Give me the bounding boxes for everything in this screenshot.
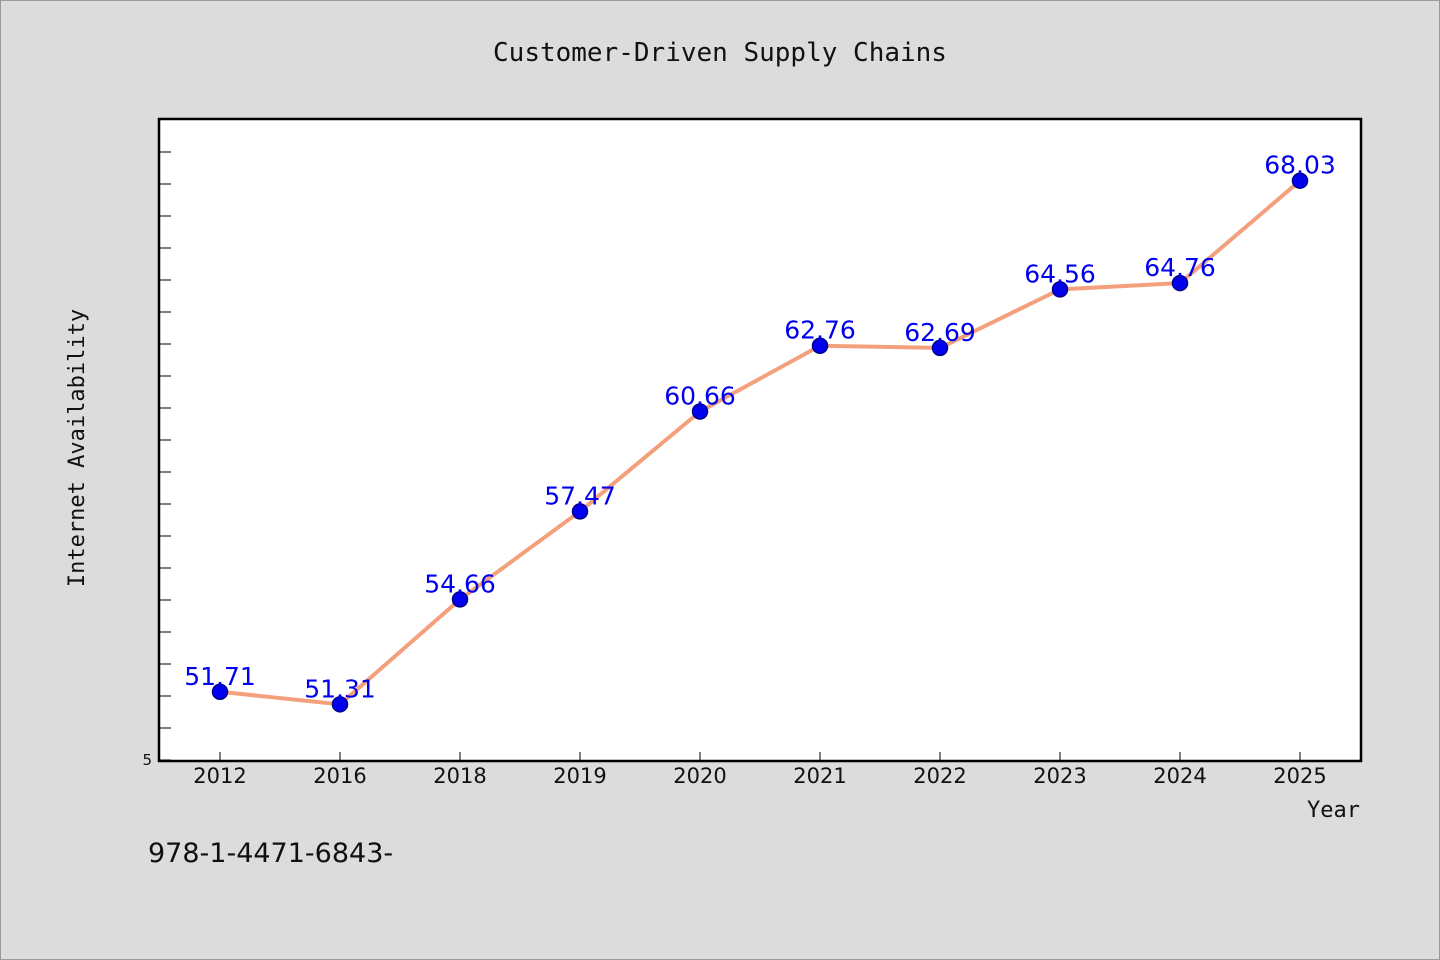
y-axis-title: Internet Availability xyxy=(65,309,90,587)
x-tick-label: 2025 xyxy=(1273,764,1326,788)
data-label: 57.47 xyxy=(544,481,616,510)
data-point xyxy=(1051,281,1069,298)
series-line xyxy=(219,179,1302,707)
x-tick-label: 2023 xyxy=(1033,764,1086,788)
data-label: 68.03 xyxy=(1264,151,1336,180)
data-label: 51.71 xyxy=(184,662,256,691)
chart-title: Customer-Driven Supply Chains xyxy=(493,38,947,68)
data-label: 62.69 xyxy=(904,318,976,347)
x-tick-label: 2022 xyxy=(913,764,966,788)
x-tick-labels: 2012 2016 2018 2019 2020 2021 2022 2023 2024 2025 xyxy=(193,764,1326,788)
data-point xyxy=(691,403,709,420)
footer-isbn-text: 978-1-4471-6843- xyxy=(148,838,393,869)
x-tick-label: 2018 xyxy=(433,764,486,788)
series-layer: 51.71 51.31 54.66 57.47 60.66 62.76 62.69 64.56… xyxy=(184,151,1336,713)
data-point xyxy=(331,696,349,713)
x-tick-label: 2012 xyxy=(193,764,246,788)
data-point xyxy=(571,503,589,520)
data-point xyxy=(451,591,469,608)
x-tick-label: 2019 xyxy=(553,764,606,788)
data-label: 62.76 xyxy=(784,316,856,345)
data-point xyxy=(1171,274,1189,292)
data-label: 51.31 xyxy=(304,674,376,703)
plot-area xyxy=(157,117,1363,763)
data-point xyxy=(1291,172,1309,189)
x-axis-title: Year xyxy=(1307,798,1360,823)
data-label: 64.56 xyxy=(1024,259,1096,288)
x-axis-ticks xyxy=(219,752,1301,761)
y-tick-label: 5 xyxy=(142,751,152,769)
data-label: 64.76 xyxy=(1144,253,1216,282)
data-point xyxy=(811,337,829,354)
y-axis-ticks xyxy=(159,151,171,761)
data-label: 60.66 xyxy=(664,382,736,411)
x-tick-label: 2020 xyxy=(673,764,726,788)
data-label: 54.66 xyxy=(424,569,496,598)
data-point xyxy=(931,339,949,357)
x-tick-label: 2021 xyxy=(793,764,846,788)
x-tick-label: 2016 xyxy=(313,764,366,788)
x-tick-label: 2024 xyxy=(1153,764,1206,788)
data-point xyxy=(211,683,229,701)
